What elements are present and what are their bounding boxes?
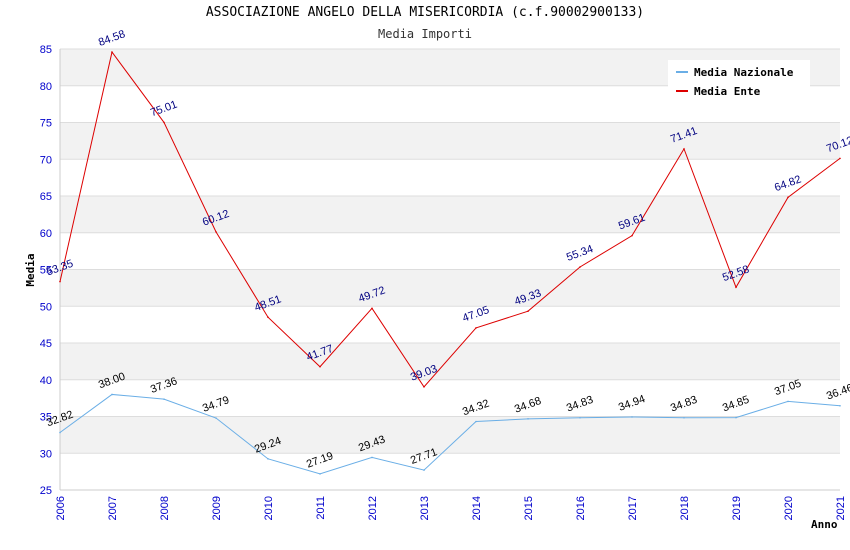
data-point <box>111 51 113 53</box>
x-tick-label: 2014 <box>471 496 483 520</box>
data-point <box>839 404 841 407</box>
y-tick-label: 30 <box>40 448 52 460</box>
data-point <box>683 148 685 150</box>
data-point <box>59 280 61 283</box>
x-tick-label: 2016 <box>575 496 587 520</box>
y-tick-label: 70 <box>40 154 52 166</box>
y-tick-label: 85 <box>40 44 52 56</box>
x-tick-label: 2021 <box>835 496 847 520</box>
chart-subtitle: Media Importi <box>378 27 472 41</box>
data-point <box>319 473 321 475</box>
data-label: 84.58 <box>97 28 127 49</box>
y-tick-label: 35 <box>40 412 52 424</box>
chart-title: ASSOCIAZIONE ANGELO DELLA MISERICORDIA (… <box>205 5 645 20</box>
data-point <box>267 458 269 460</box>
data-point <box>215 417 217 419</box>
data-point <box>579 416 581 419</box>
y-tick-label: 45 <box>40 338 52 350</box>
y-tick-label: 80 <box>40 81 52 93</box>
data-point <box>579 266 581 268</box>
series-line-media-ente <box>59 50 841 388</box>
y-tick-label: 75 <box>40 118 52 130</box>
data-point <box>735 286 737 289</box>
data-point <box>527 310 529 312</box>
data-point <box>631 234 633 237</box>
x-axis-title: Anno <box>811 518 838 531</box>
x-tick-label: 2013 <box>419 496 431 520</box>
data-point <box>163 121 165 124</box>
data-point <box>423 386 425 388</box>
y-axis-title: Media <box>24 253 37 286</box>
data-point <box>319 365 321 368</box>
x-tick-label: 2009 <box>211 496 223 520</box>
data-point <box>267 316 269 319</box>
x-tick-label: 2015 <box>523 496 535 520</box>
grid-band <box>60 122 840 160</box>
y-tick-label: 55 <box>40 265 52 277</box>
grid-band <box>60 306 840 343</box>
data-point <box>163 398 165 400</box>
x-tick-label: 2011 <box>315 496 327 520</box>
grid-band <box>60 269 840 307</box>
y-tick-label: 50 <box>40 301 52 313</box>
y-tick-label: 25 <box>40 485 52 497</box>
data-point <box>215 231 217 233</box>
data-point <box>423 469 425 471</box>
data-point <box>839 157 841 160</box>
data-point <box>683 416 685 419</box>
data-point <box>371 456 373 459</box>
data-point <box>631 416 633 418</box>
x-tick-label: 2012 <box>367 496 379 520</box>
x-tick-label: 2020 <box>783 496 795 520</box>
data-point <box>735 416 737 419</box>
legend-box <box>668 60 810 102</box>
grid-band <box>60 379 840 417</box>
x-tick-label: 2008 <box>159 496 171 520</box>
grid-band <box>60 416 840 454</box>
x-tick-label: 2018 <box>679 496 691 520</box>
y-tick-label: 40 <box>40 375 52 387</box>
data-point <box>59 431 61 434</box>
y-tick-label: 60 <box>40 228 52 240</box>
legend-label: Media Nazionale <box>694 66 794 79</box>
data-point <box>787 400 789 403</box>
legend-label: Media Ente <box>694 85 761 98</box>
grid-band <box>60 159 840 196</box>
x-tick-label: 2010 <box>263 496 275 520</box>
data-point <box>371 307 373 310</box>
y-tick-label: 65 <box>40 191 52 203</box>
data-point <box>475 327 477 329</box>
data-point <box>475 420 477 423</box>
grid-band <box>60 196 840 233</box>
x-tick-label: 2019 <box>731 496 743 520</box>
x-tick-label: 2006 <box>55 496 67 520</box>
x-tick-label: 2017 <box>627 496 639 520</box>
data-point <box>527 418 529 420</box>
grid-band <box>60 453 840 490</box>
data-point <box>111 393 113 396</box>
x-tick-label: 2007 <box>107 496 119 520</box>
data-point <box>787 196 789 199</box>
series-line-media-nazionale <box>59 393 841 475</box>
grid-band <box>60 343 840 380</box>
grid-band <box>60 232 840 270</box>
